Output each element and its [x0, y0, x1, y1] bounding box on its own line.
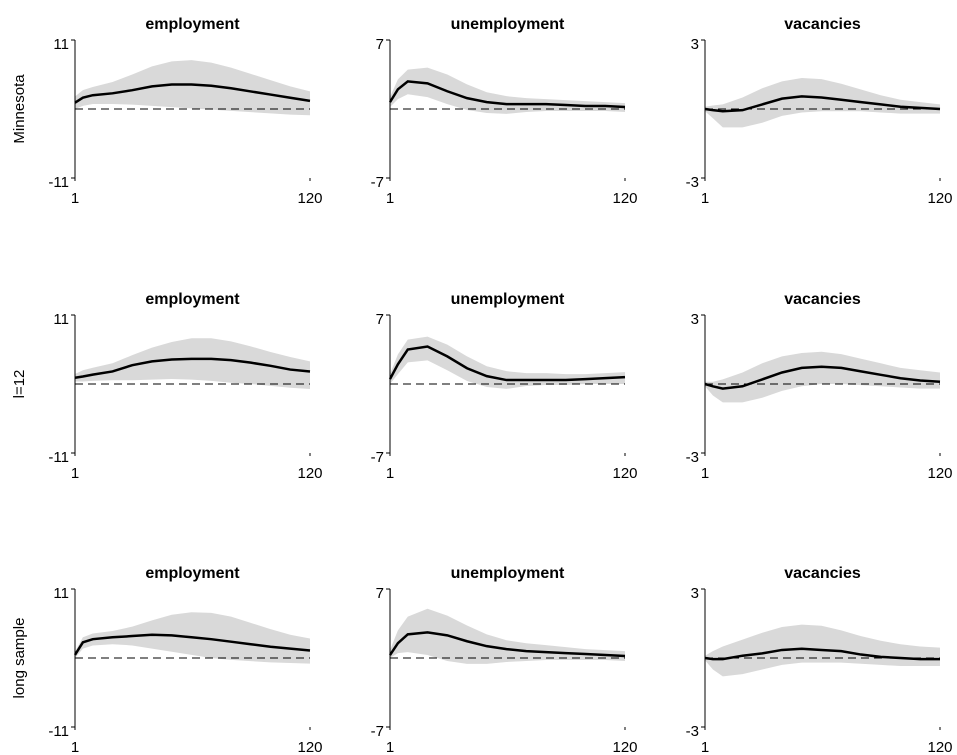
response-line: [704, 365, 941, 390]
response-line: [388, 80, 626, 109]
confidence-band: [75, 338, 310, 390]
response-line: [73, 633, 311, 656]
confidence-band: [705, 77, 940, 128]
panel-title: unemployment: [451, 565, 565, 582]
panel-title: employment: [145, 291, 240, 308]
y-tick-label: 3: [691, 585, 699, 602]
x-tick-label: 1: [386, 465, 394, 482]
response-line: [388, 631, 626, 658]
x-tick-label: 1: [386, 190, 394, 207]
confidence-band: [75, 60, 310, 116]
panel-title: vacancies: [784, 565, 861, 582]
y-tick-label: -11: [48, 723, 69, 740]
panel-title: vacancies: [784, 291, 861, 308]
x-tick-label: 1: [701, 190, 709, 207]
y-tick-label: -11: [48, 174, 69, 191]
response-line: [74, 83, 311, 104]
x-tick-label: 120: [927, 190, 952, 207]
x-tick-label: 1: [701, 739, 709, 755]
x-tick-label: 1: [71, 190, 79, 207]
response-line: [704, 95, 941, 113]
panel-title: unemployment: [451, 291, 565, 308]
panel-title: vacancies: [784, 16, 861, 33]
confidence-band: [390, 608, 625, 664]
panel-title: unemployment: [451, 16, 565, 33]
y-tick-label: 3: [691, 311, 699, 328]
y-tick-label: 7: [376, 585, 384, 602]
panel-title: employment: [145, 565, 240, 582]
y-tick-label: -3: [686, 174, 699, 191]
y-tick-label: -7: [371, 723, 384, 740]
row-label: long sample: [11, 618, 28, 699]
row-label: l=12: [11, 370, 28, 399]
y-tick-label: -3: [686, 449, 699, 466]
x-tick-label: 120: [612, 465, 637, 482]
row-label: Minnesota: [11, 74, 28, 144]
x-tick-label: 120: [297, 190, 322, 207]
confidence-band: [390, 67, 625, 114]
panel-title: employment: [145, 16, 240, 33]
x-tick-label: 1: [71, 465, 79, 482]
y-tick-label: -7: [371, 449, 384, 466]
x-tick-label: 120: [297, 465, 322, 482]
confidence-band: [390, 336, 625, 389]
x-tick-label: 1: [71, 739, 79, 755]
response-line: [704, 647, 940, 661]
y-tick-label: 7: [376, 36, 384, 53]
x-tick-label: 1: [701, 465, 709, 482]
response-line: [74, 357, 311, 379]
x-tick-label: 1: [386, 739, 394, 755]
y-tick-label: 11: [53, 36, 69, 53]
x-tick-label: 120: [927, 739, 952, 755]
confidence-band: [705, 351, 940, 403]
y-tick-label: -11: [48, 449, 69, 466]
y-tick-label: -3: [686, 723, 699, 740]
x-tick-label: 120: [927, 465, 952, 482]
y-tick-label: 11: [53, 585, 69, 602]
y-tick-label: 7: [376, 311, 384, 328]
y-tick-label: 11: [53, 311, 69, 328]
x-tick-label: 120: [612, 739, 637, 755]
y-tick-label: 3: [691, 36, 699, 53]
x-tick-label: 120: [297, 739, 322, 755]
response-line: [388, 345, 626, 382]
x-tick-label: 120: [612, 190, 637, 207]
y-tick-label: -7: [371, 174, 384, 191]
